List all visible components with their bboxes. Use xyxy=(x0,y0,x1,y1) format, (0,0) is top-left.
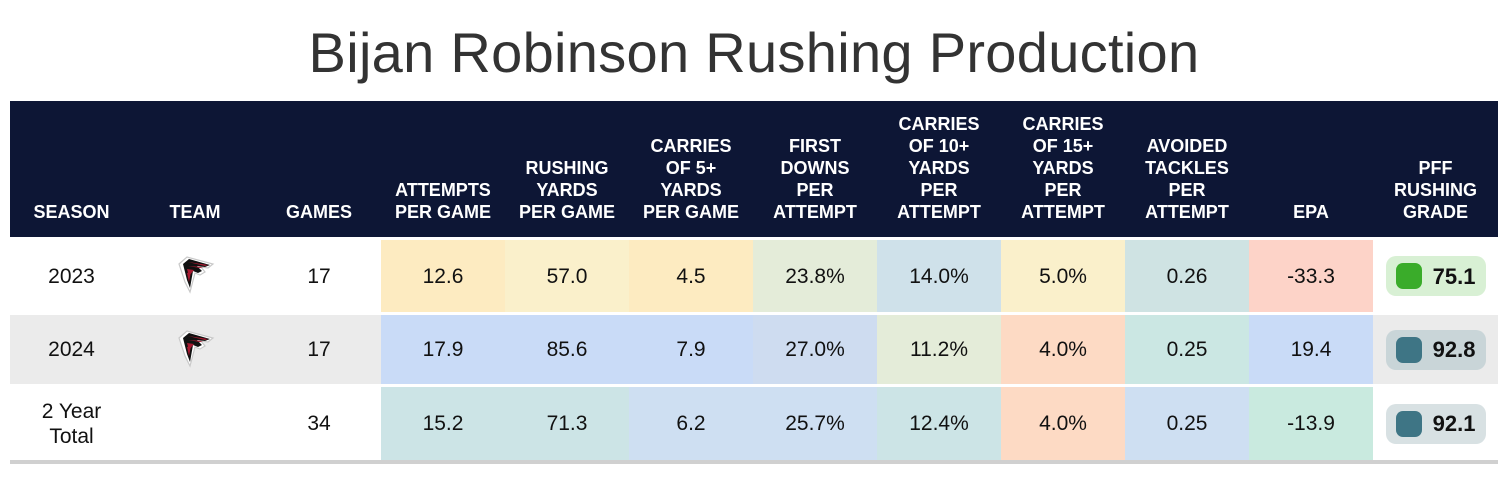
stat-cell-epa: -13.9 xyxy=(1249,387,1373,460)
stat-cell-carries-of-5-yards-per-game: 4.5 xyxy=(629,240,753,312)
grade-color-icon xyxy=(1395,336,1422,363)
table-header: SEASON TEAM GAMES ATTEMPTS PER GAME RUSHING YA… xyxy=(10,101,1498,237)
table-row: 2 Year Total 34 15.2 71.3 6.2 25.7% 12.4% 4.0% 0… xyxy=(10,384,1498,464)
grade-badge: 92.1 xyxy=(1385,403,1486,444)
column-header-team[interactable]: TEAM xyxy=(169,202,221,222)
grade-value: 92.1 xyxy=(1432,411,1476,436)
stat-cell-rushing-yards-per-game: 57.0 xyxy=(505,240,629,312)
stat-cell-first-downs-per-attempt: 27.0% xyxy=(753,315,877,384)
grade-value: 75.1 xyxy=(1432,263,1476,289)
stat-cell-carries-of-10-yards-per-attempt: 14.0% xyxy=(877,240,1001,312)
page-title: Bijan Robinson Rushing Production xyxy=(308,21,1200,84)
stat-cell-carries-of-10-yards-per-attempt: 11.2% xyxy=(877,315,1001,384)
grade-badge: 75.1 xyxy=(1385,256,1486,296)
games-cell: 34 xyxy=(307,412,331,435)
games-cell: 17 xyxy=(307,264,331,288)
grade-cell: 92.1 xyxy=(1373,387,1498,460)
stat-cell-attempts-per-game: 12.6 xyxy=(381,240,505,312)
season-cell: 2023 xyxy=(48,264,95,288)
grade-value: 92.8 xyxy=(1432,337,1476,362)
column-header-first-downs-per-attempt[interactable]: FIRST DOWNS PER ATTEMPT xyxy=(773,136,857,222)
stat-cell-carries-of-15-yards-per-attempt: 5.0% xyxy=(1001,240,1125,312)
stat-cell-epa: 19.4 xyxy=(1249,315,1373,384)
team-cell xyxy=(133,315,257,384)
stat-cell-rushing-yards-per-game: 85.6 xyxy=(505,315,629,384)
falcons-logo-icon xyxy=(178,329,215,368)
stat-cell-attempts-per-game: 17.9 xyxy=(381,315,505,384)
stat-cell-first-downs-per-attempt: 25.7% xyxy=(753,387,877,460)
column-header-avoided-tackles-per-attempt[interactable]: AVOIDED TACKLES PER ATTEMPT xyxy=(1145,136,1229,222)
season-cell: 2024 xyxy=(48,338,95,361)
stat-cell-avoided-tackles-per-attempt: 0.25 xyxy=(1125,315,1249,384)
team-cell xyxy=(133,240,257,312)
stat-cell-first-downs-per-attempt: 23.8% xyxy=(753,240,877,312)
column-header-season[interactable]: SEASON xyxy=(33,202,110,222)
grade-color-icon xyxy=(1395,410,1422,437)
falcons-logo-icon xyxy=(178,256,215,294)
stat-cell-rushing-yards-per-game: 71.3 xyxy=(505,387,629,460)
column-header-carries-of-5-yards-per-game[interactable]: CARRIES OF 5+ YARDS PER GAME xyxy=(642,136,739,222)
column-header-epa[interactable]: EPA xyxy=(1293,202,1329,222)
stat-cell-avoided-tackles-per-attempt: 0.26 xyxy=(1125,240,1249,312)
games-cell: 17 xyxy=(307,338,331,361)
column-header-pff-rushing-grade[interactable]: PFF RUSHING GRADE xyxy=(1393,158,1477,222)
table-row: 2024 17 17.9 85.6 7.9 27.0% 11.2% 4.0% 0.25 19.4… xyxy=(10,312,1498,384)
column-header-games[interactable]: GAMES xyxy=(285,202,352,222)
column-header-carries-of-10-yards-per-attempt[interactable]: CARRIES OF 10+ YARDS PER ATTEMPT xyxy=(897,114,981,222)
table-row: 2023 17 12.6 57.0 4.5 23.8% 14.0% 5.0% 0.26 -33.… xyxy=(10,240,1498,312)
grade-cell: 75.1 xyxy=(1373,240,1498,312)
stat-cell-carries-of-15-yards-per-attempt: 4.0% xyxy=(1001,315,1125,384)
column-header-attempts-per-game[interactable]: ATTEMPTS PER GAME xyxy=(394,180,491,222)
stat-cell-carries-of-15-yards-per-attempt: 4.0% xyxy=(1001,387,1125,460)
stats-table: SEASON TEAM GAMES ATTEMPTS PER GAME RUSHING YA… xyxy=(10,101,1498,464)
stat-cell-carries-of-10-yards-per-attempt: 12.4% xyxy=(877,387,1001,460)
column-header-rushing-yards-per-game[interactable]: RUSHING YARDS PER GAME xyxy=(518,158,615,222)
stat-cell-carries-of-5-yards-per-game: 6.2 xyxy=(629,387,753,460)
grade-cell: 92.8 xyxy=(1373,315,1498,384)
column-header-carries-of-15-yards-per-attempt[interactable]: CARRIES OF 15+ YARDS PER ATTEMPT xyxy=(1021,114,1105,222)
grade-badge: 92.8 xyxy=(1385,329,1486,370)
stat-cell-avoided-tackles-per-attempt: 0.25 xyxy=(1125,387,1249,460)
stat-cell-attempts-per-game: 15.2 xyxy=(381,387,505,460)
grade-color-icon xyxy=(1395,263,1422,289)
stat-cell-carries-of-5-yards-per-game: 7.9 xyxy=(629,315,753,384)
team-cell xyxy=(133,387,257,460)
season-cell: 2 Year Total xyxy=(41,399,102,448)
stat-cell-epa: -33.3 xyxy=(1249,240,1373,312)
